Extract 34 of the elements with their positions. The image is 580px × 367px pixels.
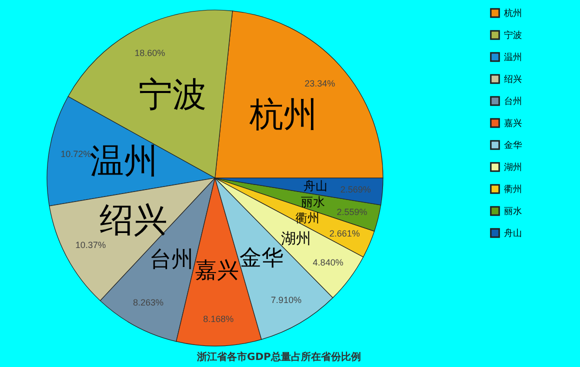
slice-label: 衢州 bbox=[296, 210, 320, 225]
legend-label: 丽水 bbox=[504, 206, 522, 216]
slice-label: 舟山 bbox=[303, 179, 328, 194]
legend-label: 金华 bbox=[504, 140, 522, 150]
data-label: 2.559% bbox=[336, 206, 368, 217]
data-label: 8.168% bbox=[203, 314, 234, 324]
text: 浙江省各市GDP总量占所在省份比例 bbox=[196, 351, 361, 363]
slice-label: 温州 bbox=[90, 141, 158, 182]
data-label: 4.840% bbox=[312, 257, 344, 268]
data-label: 18.60% bbox=[134, 48, 166, 58]
legend-label: 温州 bbox=[504, 52, 522, 62]
legend-label: 衢州 bbox=[504, 184, 522, 194]
slice-label: 金华 bbox=[240, 246, 284, 271]
slice-label: 绍兴 bbox=[100, 200, 168, 241]
legend-label: 嘉兴 bbox=[504, 118, 522, 128]
legend-label: 宁波 bbox=[504, 30, 522, 40]
legend-label: 湖州 bbox=[504, 162, 522, 172]
slice-label: 湖州 bbox=[280, 229, 311, 248]
slice-label: 杭州 bbox=[248, 95, 318, 136]
slice-label: 嘉兴 bbox=[195, 258, 240, 284]
slice-label: 丽水 bbox=[300, 195, 325, 210]
data-label: 10.37% bbox=[75, 240, 106, 250]
slice-label: 台州 bbox=[149, 247, 194, 272]
legend-label: 台州 bbox=[504, 96, 522, 106]
legend-label: 绍兴 bbox=[504, 74, 522, 84]
data-label: 7.910% bbox=[270, 294, 302, 305]
legend-label: 杭州 bbox=[503, 8, 522, 18]
data-label: 23.34% bbox=[304, 78, 336, 89]
slice-label: 宁波 bbox=[138, 75, 206, 116]
data-label: 8.263% bbox=[133, 297, 164, 308]
data-label: 2.661% bbox=[329, 228, 360, 239]
legend-label: 舟山 bbox=[504, 228, 522, 238]
data-label: 2.569% bbox=[340, 184, 371, 194]
data-label: 10.72% bbox=[60, 149, 92, 160]
